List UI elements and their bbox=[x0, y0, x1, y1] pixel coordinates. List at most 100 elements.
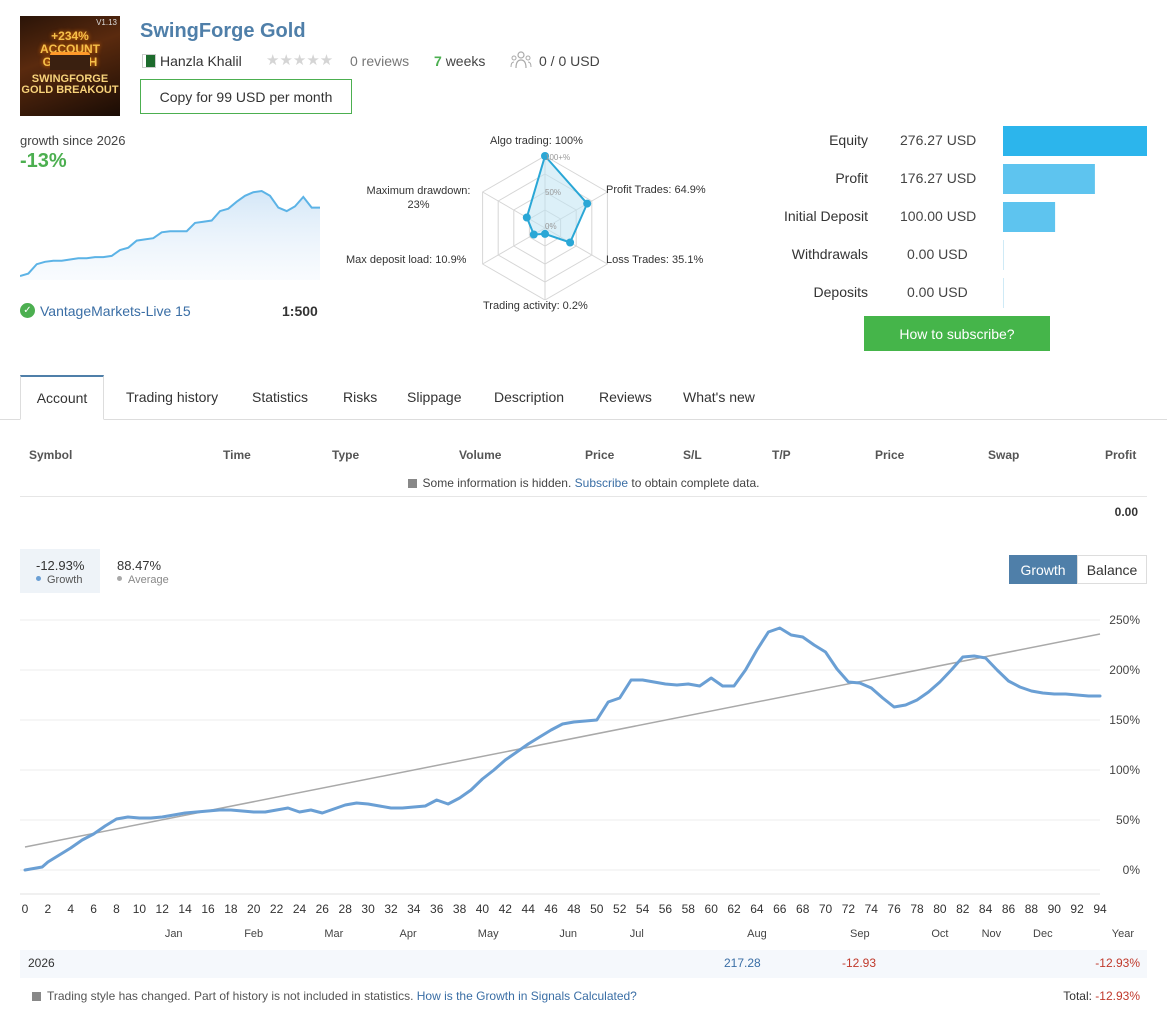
growth-since-label: growth since 2026 bbox=[20, 133, 126, 148]
growth-toggle-button[interactable]: Growth bbox=[1009, 555, 1077, 584]
col-symbol[interactable]: Symbol bbox=[29, 448, 73, 462]
y-tick-label: 100% bbox=[1109, 763, 1140, 777]
equity-label: Equity bbox=[829, 132, 868, 148]
x-tick-label: 58 bbox=[682, 902, 696, 916]
tab-statistics[interactable]: Statistics bbox=[252, 389, 309, 405]
rating-stars-icon: ★★★★★ bbox=[266, 52, 334, 69]
x-tick-label: 60 bbox=[705, 902, 719, 916]
month-label: Dec bbox=[1033, 928, 1053, 940]
year-summary-row bbox=[20, 950, 1147, 978]
balance-toggle-button[interactable]: Balance bbox=[1077, 555, 1147, 584]
average-stat-label: Average bbox=[117, 574, 169, 586]
x-tick-label: 94 bbox=[1093, 902, 1107, 916]
tab-risks[interactable]: Risks bbox=[343, 389, 378, 405]
radar-label-activity: Trading activity: 0.2% bbox=[483, 300, 588, 312]
footer-total: Total: -12.93% bbox=[1040, 989, 1140, 1003]
x-tick-label: 48 bbox=[567, 902, 581, 916]
tab-reviews[interactable]: Reviews bbox=[599, 389, 652, 405]
year-aug-value[interactable]: 217.28 bbox=[724, 956, 761, 970]
anvil-icon bbox=[50, 52, 90, 70]
balance-bar-deposits bbox=[1003, 278, 1004, 308]
copy-signal-button[interactable]: Copy for 99 USD per month bbox=[140, 79, 352, 114]
y-tick-label: 0% bbox=[1123, 863, 1141, 877]
radar-label-load: Max deposit load: 10.9% bbox=[346, 254, 467, 266]
growth-stat-card[interactable] bbox=[20, 549, 100, 593]
tab-trading-history[interactable]: Trading history bbox=[126, 389, 219, 405]
table-divider bbox=[20, 496, 1147, 497]
average-stat-value: 88.47% bbox=[117, 558, 162, 573]
col-time[interactable]: Time bbox=[223, 448, 251, 462]
withdrawals-label: Withdrawals bbox=[791, 246, 868, 262]
x-tick-label: 84 bbox=[979, 902, 993, 916]
tab-account[interactable]: Account bbox=[20, 375, 104, 420]
x-tick-label: 4 bbox=[67, 902, 74, 916]
signal-logo: V1.13 +234% ACCOUNT GROWTH SWINGFORGE GO… bbox=[20, 16, 120, 116]
x-tick-label: 24 bbox=[293, 902, 307, 916]
x-tick-label: 52 bbox=[613, 902, 627, 916]
month-label: Sep bbox=[850, 928, 870, 940]
col-type[interactable]: Type bbox=[332, 448, 360, 462]
footer-total-value: -12.93% bbox=[1095, 989, 1140, 1003]
growth-legend-text: Growth bbox=[47, 574, 83, 586]
x-tick-label: 64 bbox=[750, 902, 764, 916]
balance-bar-initial-deposit bbox=[1003, 202, 1056, 232]
growth-stat-value: -12.93% bbox=[36, 558, 85, 573]
footer-note: Trading style has changed. Part of histo… bbox=[32, 989, 637, 1003]
col-swap[interactable]: Swap bbox=[988, 448, 1020, 462]
x-tick-label: 80 bbox=[933, 902, 947, 916]
hidden-note-text: Some information is hidden. bbox=[422, 476, 572, 490]
x-tick-label: 22 bbox=[270, 902, 284, 916]
author-name[interactable]: Hanzla Khalil bbox=[160, 53, 242, 69]
weeks-number: 7 bbox=[434, 53, 442, 69]
col-price-close[interactable]: Price bbox=[875, 448, 905, 462]
tab-whats-new[interactable]: What's new bbox=[683, 389, 755, 405]
x-tick-label: 70 bbox=[819, 902, 833, 916]
tab-description[interactable]: Description bbox=[494, 389, 565, 405]
x-tick-label: 76 bbox=[887, 902, 901, 916]
equity-value: 276.27 USD bbox=[900, 132, 977, 148]
month-label: Oct bbox=[931, 928, 948, 940]
radar-label-drawdown-value: 23% bbox=[407, 199, 430, 211]
x-tick-label: 38 bbox=[453, 902, 467, 916]
col-sl[interactable]: S/L bbox=[683, 448, 702, 462]
broker-server-link[interactable]: VantageMarkets-Live 15 bbox=[40, 303, 191, 319]
growth-since-value: -13% bbox=[20, 150, 67, 172]
x-tick-label: 20 bbox=[247, 902, 261, 916]
reviews-count[interactable]: 0 reviews bbox=[350, 53, 410, 69]
y-tick-label: 150% bbox=[1109, 713, 1140, 727]
logo-bottom-text: SWINGFORGE GOLD BREAKOUT bbox=[21, 73, 119, 96]
tab-slippage[interactable]: Slippage bbox=[407, 389, 462, 405]
chart-gridlines bbox=[20, 619, 1100, 895]
col-volume[interactable]: Volume bbox=[459, 448, 502, 462]
month-label: May bbox=[478, 928, 499, 940]
growth-calculation-link[interactable]: How is the Growth in Signals Calculated? bbox=[416, 989, 637, 1003]
year-sep-value: -12.93 bbox=[842, 956, 877, 970]
subscribe-link[interactable]: Subscribe bbox=[574, 476, 629, 490]
radar-label-profit: Profit Trades: 64.9% bbox=[606, 184, 706, 196]
balance-bar-withdrawals bbox=[1003, 240, 1004, 270]
signal-title[interactable]: SwingForge Gold bbox=[140, 20, 306, 42]
x-tick-label: 72 bbox=[842, 902, 856, 916]
x-tick-label: 10 bbox=[133, 902, 147, 916]
x-tick-label: 56 bbox=[659, 902, 673, 916]
x-tick-label: 16 bbox=[201, 902, 215, 916]
how-to-subscribe-button[interactable]: How to subscribe? bbox=[864, 316, 1050, 351]
hidden-note-suffix: to obtain complete data. bbox=[631, 476, 760, 490]
profit-label: Profit bbox=[835, 170, 868, 186]
radar-label-loss: Loss Trades: 35.1% bbox=[606, 254, 704, 266]
x-tick-label: 12 bbox=[156, 902, 170, 916]
x-tick-label: 8 bbox=[113, 902, 120, 916]
x-tick-label: 18 bbox=[224, 902, 238, 916]
month-label: Jul bbox=[630, 928, 644, 940]
col-tp[interactable]: T/P bbox=[772, 448, 791, 462]
growth-legend-dot bbox=[36, 576, 41, 581]
x-tick-label: 2 bbox=[45, 902, 52, 916]
radar-ring-label-50: 50% bbox=[545, 188, 561, 197]
radar-point-1 bbox=[583, 199, 592, 208]
col-price-open[interactable]: Price bbox=[585, 448, 615, 462]
col-profit[interactable]: Profit bbox=[1105, 448, 1137, 462]
radar-ring-label-100: 100+% bbox=[545, 153, 570, 162]
profit-total: 0.00 bbox=[1114, 505, 1138, 519]
lock-icon bbox=[407, 479, 417, 488]
x-tick-label: 74 bbox=[865, 902, 879, 916]
